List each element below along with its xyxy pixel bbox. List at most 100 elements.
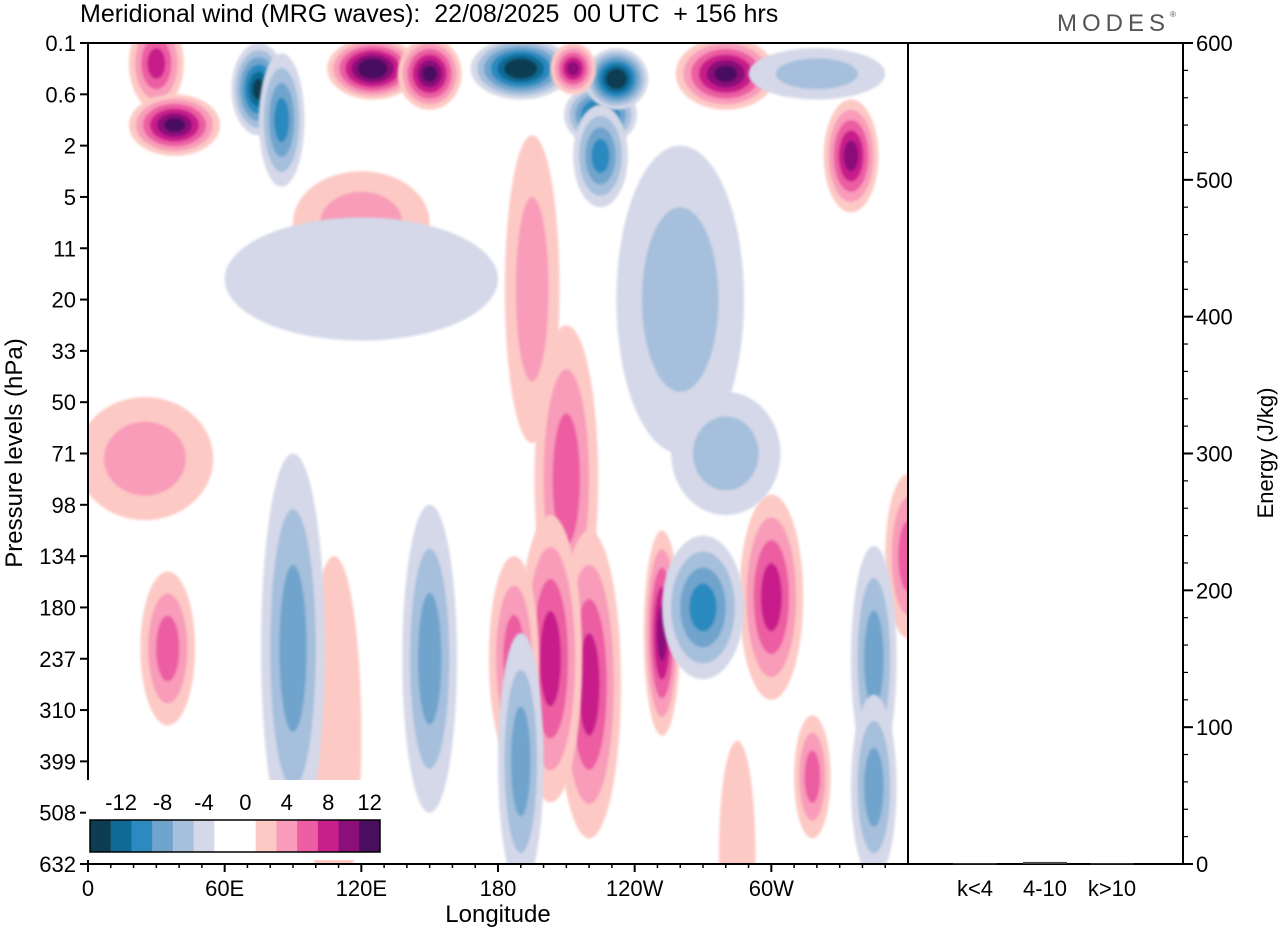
anomaly-feature <box>470 43 571 100</box>
anomaly-feature <box>662 535 744 680</box>
y-tick-label: 399 <box>39 749 76 774</box>
energy-tick-label: 0 <box>1196 852 1208 877</box>
energy-category-label: k<4 <box>957 876 993 901</box>
y-tick-label: 0.6 <box>45 82 76 107</box>
colorbar-cell <box>317 820 340 852</box>
anomaly-contour <box>718 740 756 864</box>
colorbar-cell <box>131 820 153 852</box>
anomaly-feature <box>823 99 879 213</box>
colorbar-cell <box>110 820 132 852</box>
anomaly-contour <box>610 72 623 86</box>
colorbar-cell <box>359 820 381 852</box>
colorbar-cell <box>235 820 257 852</box>
anomaly-feature <box>739 494 804 700</box>
anomaly-contour <box>156 615 180 682</box>
energy-tick-label: 200 <box>1196 578 1233 603</box>
y-tick-label: 5 <box>64 185 76 210</box>
energy-axes: 0 100 200 300 400 500 600 <box>1183 31 1233 877</box>
anomaly-feature <box>851 694 897 864</box>
anomaly-feature <box>327 43 419 100</box>
energy-bar <box>1090 863 1134 865</box>
x-tick-label: 120W <box>606 876 664 901</box>
anomaly-contour <box>515 196 549 382</box>
anomaly-feature <box>794 715 831 839</box>
colorbar-cell <box>338 820 360 852</box>
anomaly-feature <box>616 145 744 454</box>
anomaly-contour <box>552 413 580 546</box>
anomaly-contour <box>692 416 759 491</box>
anomaly-contour <box>279 564 307 733</box>
colorbar-label: -8 <box>153 790 173 815</box>
y-tick-label: 0.1 <box>45 31 76 56</box>
energy-axis-label: Energy (J/kg) <box>1253 388 1278 519</box>
energy-bar <box>953 863 997 865</box>
anomaly-contour <box>147 48 166 79</box>
energy-tick-label: 600 <box>1196 31 1233 56</box>
y-tick-label: 310 <box>39 698 76 723</box>
anomaly-feature <box>584 48 649 110</box>
y-tick-label: 20 <box>52 288 76 313</box>
anomaly-contour <box>224 217 498 341</box>
anomaly-feature <box>550 43 596 95</box>
energy-tick-label: 300 <box>1196 442 1233 467</box>
colorbar-cell <box>172 820 195 852</box>
colorbar-cell <box>152 820 174 852</box>
anomaly-contour <box>566 61 580 76</box>
colorbar-cell <box>214 820 236 852</box>
energy-bars: k<4 4-10 k>10 <box>953 861 1136 901</box>
anomaly-contour <box>363 62 382 75</box>
colorbar-cell <box>90 820 112 852</box>
anomaly-feature <box>643 530 681 736</box>
y-tick-label: 71 <box>52 442 76 467</box>
anomaly-feature <box>129 43 184 110</box>
colorbar-label: -12 <box>105 790 137 815</box>
anomaly-contour <box>417 592 442 725</box>
y-tick-label: 508 <box>39 801 76 826</box>
colorbar-label: 12 <box>357 790 381 815</box>
anomaly-feature <box>675 43 776 110</box>
heatmap-field <box>88 43 908 864</box>
anomaly-contour <box>641 207 719 392</box>
energy-bar <box>1023 861 1067 864</box>
colorbar: -12 -8 -4 0 4 8 12 <box>86 780 384 860</box>
anomaly-contour <box>864 610 884 708</box>
y-tick-label: 50 <box>52 390 76 415</box>
anomaly-contour <box>804 750 821 804</box>
anomaly-contour <box>775 58 858 90</box>
anomaly-feature <box>671 391 781 516</box>
anomaly-contour <box>843 140 859 172</box>
anomaly-feature <box>261 453 325 844</box>
y-tick-label: 33 <box>52 339 76 364</box>
y-tick-label: 180 <box>39 595 76 620</box>
anomaly-feature <box>498 633 544 864</box>
x-tick-label: 60W <box>749 876 794 901</box>
x-tick-label: 60E <box>205 876 244 901</box>
y-tick-label: 237 <box>39 647 76 672</box>
anomaly-feature <box>402 504 457 813</box>
colorbar-cell <box>276 820 298 852</box>
y-tick-label: 632 <box>39 852 76 877</box>
energy-tick-label: 500 <box>1196 168 1233 193</box>
energy-panel <box>907 42 1184 865</box>
y-axis-label: Pressure levels (hPa) <box>1 338 28 567</box>
anomaly-feature <box>140 571 196 726</box>
anomaly-contour <box>591 138 610 173</box>
anomaly-contour <box>714 65 738 83</box>
energy-tick-label: 100 <box>1196 715 1233 740</box>
x-tick-label: 120E <box>336 876 387 901</box>
energy-category-label: 4-10 <box>1023 876 1067 901</box>
x-axis-label: Longitude <box>445 901 550 928</box>
anomaly-contour <box>760 562 782 632</box>
x-tick-label: 180 <box>480 876 517 901</box>
energy-category-label: k>10 <box>1088 876 1136 901</box>
anomaly-contour <box>511 706 531 817</box>
colorbar-label: 4 <box>281 790 293 815</box>
anomaly-contour <box>164 117 186 133</box>
anomaly-feature <box>718 740 756 864</box>
anomaly-feature <box>258 53 305 187</box>
anomaly-contour <box>898 520 908 592</box>
y-tick-label: 2 <box>64 134 76 159</box>
chart-title: Meridional wind (MRG waves): 22/08/2025 … <box>80 0 779 28</box>
y-tick-label: 11 <box>53 236 76 261</box>
